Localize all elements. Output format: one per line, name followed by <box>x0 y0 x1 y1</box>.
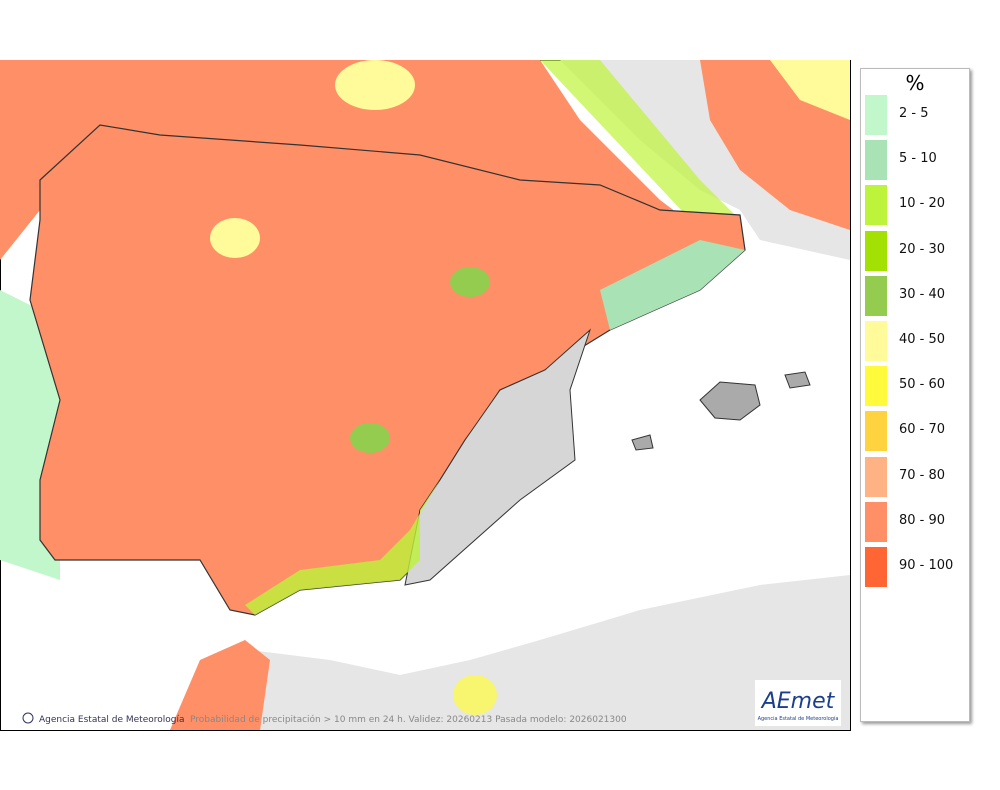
legend-label: 5 - 10 <box>899 151 937 167</box>
precip-band <box>540 60 740 230</box>
legend-swatch <box>865 230 887 271</box>
legend-label: 30 - 40 <box>899 286 946 302</box>
precip-blob <box>450 267 490 297</box>
logo-box <box>755 680 841 726</box>
island-mallorca <box>699 381 761 421</box>
legend-swatch <box>865 185 887 226</box>
island-ibiza <box>631 434 654 451</box>
footer-caption: Probabilidad de precipitación > 10 mm en… <box>190 714 627 725</box>
logo-subtitle: Agencia Estatal de Meteorología <box>758 715 839 722</box>
land-levante <box>404 328 592 586</box>
legend-swatch <box>865 456 887 497</box>
legend-label: 50 - 60 <box>899 377 946 393</box>
legend: % 2 - 5 5 - 10 10 - 20 20 - 30 30 - 40 40 - 5… <box>860 68 970 722</box>
precip-africa <box>170 640 270 730</box>
legend-item: 10 - 20 <box>865 185 969 226</box>
precip-blob <box>335 60 415 110</box>
legend-item: 60 - 70 <box>865 411 969 452</box>
legend-item: 2 - 5 <box>865 95 969 135</box>
legend-swatch <box>865 547 887 587</box>
precip-blob <box>453 675 497 715</box>
legend-swatch <box>865 140 887 181</box>
legend-swatch <box>865 321 887 361</box>
land-africa <box>170 575 850 730</box>
legend-label: 60 - 70 <box>899 422 946 438</box>
legend-swatch <box>865 275 887 316</box>
legend-item: 40 - 50 <box>865 321 969 361</box>
precip-band <box>600 240 745 330</box>
legend-item: 50 - 60 <box>865 366 969 407</box>
legend-label: 20 - 30 <box>899 241 946 257</box>
legend-item: 30 - 40 <box>865 275 969 316</box>
legend-label: 40 - 50 <box>899 332 946 347</box>
legend-swatch <box>865 411 887 452</box>
legend-item: 70 - 80 <box>865 456 969 497</box>
legend-label: 10 - 20 <box>899 196 946 212</box>
legend-label: 70 - 80 <box>899 467 946 483</box>
legend-item: 20 - 30 <box>865 230 969 271</box>
legend-swatch <box>865 366 887 407</box>
precip-blob <box>210 218 260 258</box>
precip-france-core <box>770 60 850 120</box>
precip-blob <box>350 423 390 453</box>
copyright-icon <box>22 712 34 724</box>
legend-label: 80 - 90 <box>899 512 946 528</box>
legend-item: 80 - 90 <box>865 501 969 542</box>
legend-label: 90 - 100 <box>899 558 954 573</box>
legend-item: 90 - 100 <box>865 547 969 587</box>
map: Agencia Estatal de Meteorología Probabil… <box>0 60 851 731</box>
legend-item: 5 - 10 <box>865 140 969 181</box>
legend-title: % <box>905 71 925 95</box>
precip-west <box>0 180 40 260</box>
logo-name: AEmet <box>760 689 836 714</box>
legend-swatch <box>865 501 887 542</box>
legend-label: 2 - 5 <box>899 106 929 121</box>
legend-swatch <box>865 95 887 135</box>
island-menorca <box>784 371 811 389</box>
precip-band <box>245 480 440 615</box>
footer-agency: Agencia Estatal de Meteorología <box>39 715 185 725</box>
